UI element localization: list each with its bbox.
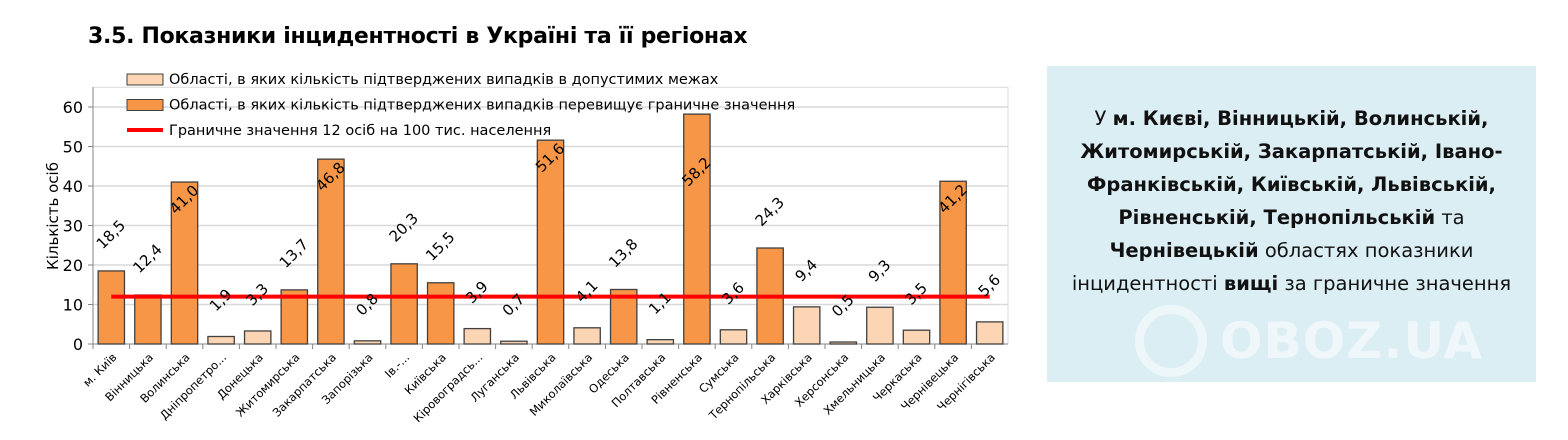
panel-text-segment: за граничне значення bbox=[1278, 272, 1512, 295]
value-label: 0,8 bbox=[352, 290, 382, 320]
y-tick-label: 30 bbox=[63, 217, 83, 236]
panel-text-segment: областях показники інцидентності bbox=[1071, 239, 1474, 295]
y-tick-label: 20 bbox=[63, 256, 83, 275]
value-label: 0,7 bbox=[499, 290, 529, 320]
y-tick-label: 50 bbox=[63, 138, 83, 157]
bar-25 bbox=[975, 321, 1004, 345]
bar-23 bbox=[902, 329, 931, 345]
bar-14 bbox=[573, 327, 601, 345]
value-label: 3,9 bbox=[462, 277, 492, 307]
y-tick-label: 40 bbox=[63, 177, 83, 196]
panel-text-segment: Чернівецькій bbox=[1109, 239, 1259, 262]
y-tick-label: 60 bbox=[63, 98, 83, 117]
x-tick-labels: м. КиївВінницькаВолинськаДніпропетро...Д… bbox=[80, 350, 998, 425]
value-label: 1,1 bbox=[645, 289, 675, 319]
legend-label-3: Граничне значення 12 осіб на 100 тис. на… bbox=[169, 123, 551, 139]
y-tick-label: 10 bbox=[63, 296, 83, 315]
x-tick-label: Дніпропетро... bbox=[157, 350, 229, 422]
value-label: 9,4 bbox=[792, 256, 822, 286]
info-panel-text: У м. Києві, Вінницькій, Волинській, Жито… bbox=[1067, 102, 1516, 300]
bar-13 bbox=[536, 139, 565, 345]
x-tick-label: Закарпатська bbox=[270, 350, 339, 419]
watermark-logo-icon bbox=[1135, 305, 1207, 377]
info-panel: У м. Києві, Вінницькій, Волинській, Жито… bbox=[1047, 66, 1536, 382]
x-tick-label: Ів.-... bbox=[382, 350, 412, 380]
bar-16 bbox=[646, 339, 675, 345]
panel-text-segment: та bbox=[1435, 206, 1465, 229]
y-axis-label: Кількість осіб bbox=[44, 162, 62, 270]
bar-9 bbox=[390, 263, 418, 345]
value-label: 13,7 bbox=[276, 235, 312, 271]
bar-17 bbox=[683, 113, 711, 345]
x-tick-label: Житомирська bbox=[233, 350, 302, 419]
value-label: 15,5 bbox=[422, 228, 458, 264]
watermark: OBOZ.UA bbox=[1220, 312, 1484, 370]
bar-8 bbox=[353, 340, 382, 345]
value-label: 4,1 bbox=[572, 277, 602, 307]
panel-text-segment: вищі bbox=[1223, 272, 1279, 295]
bar-12 bbox=[500, 340, 528, 345]
legend-label-1: Області, в яких кількість підтверджених … bbox=[169, 72, 719, 88]
panel-text-segment: У bbox=[1094, 107, 1113, 130]
bar-3 bbox=[170, 181, 199, 345]
value-label: 24,3 bbox=[752, 193, 788, 229]
value-label: 12,4 bbox=[129, 240, 165, 276]
bar-7 bbox=[317, 158, 345, 345]
bar-11 bbox=[463, 327, 492, 345]
bar-18 bbox=[719, 329, 748, 345]
value-label: 9,3 bbox=[865, 256, 895, 286]
x-tick-label: Миколаївська bbox=[527, 350, 595, 418]
bar-1 bbox=[97, 270, 126, 345]
bar-21 bbox=[829, 341, 858, 345]
legend-swatch-2 bbox=[126, 99, 164, 111]
legend: Області, в яких кількість підтверджених … bbox=[126, 72, 795, 139]
bar-20 bbox=[792, 306, 821, 345]
panel-text-segment: м. Києві, Вінницькій, Волинській, Житоми… bbox=[1080, 107, 1503, 229]
legend-label-2: Області, в яких кількість підтверджених … bbox=[169, 98, 795, 114]
y-tick-label: 0 bbox=[73, 335, 83, 354]
bar-4 bbox=[207, 335, 235, 345]
legend-swatch-1 bbox=[126, 73, 164, 86]
value-label: 13,8 bbox=[605, 235, 641, 271]
bar-24 bbox=[939, 180, 967, 345]
bar-6 bbox=[280, 289, 309, 345]
value-label: 18,5 bbox=[93, 216, 129, 252]
bar-5 bbox=[243, 330, 272, 345]
bar-10 bbox=[426, 282, 455, 345]
section-title: 3.5. Показники інцидентності в Україні т… bbox=[88, 24, 748, 49]
bar-22 bbox=[866, 306, 894, 345]
value-label: 1,9 bbox=[206, 285, 236, 315]
value-label: 20,3 bbox=[386, 209, 422, 245]
bar-2 bbox=[134, 294, 162, 345]
